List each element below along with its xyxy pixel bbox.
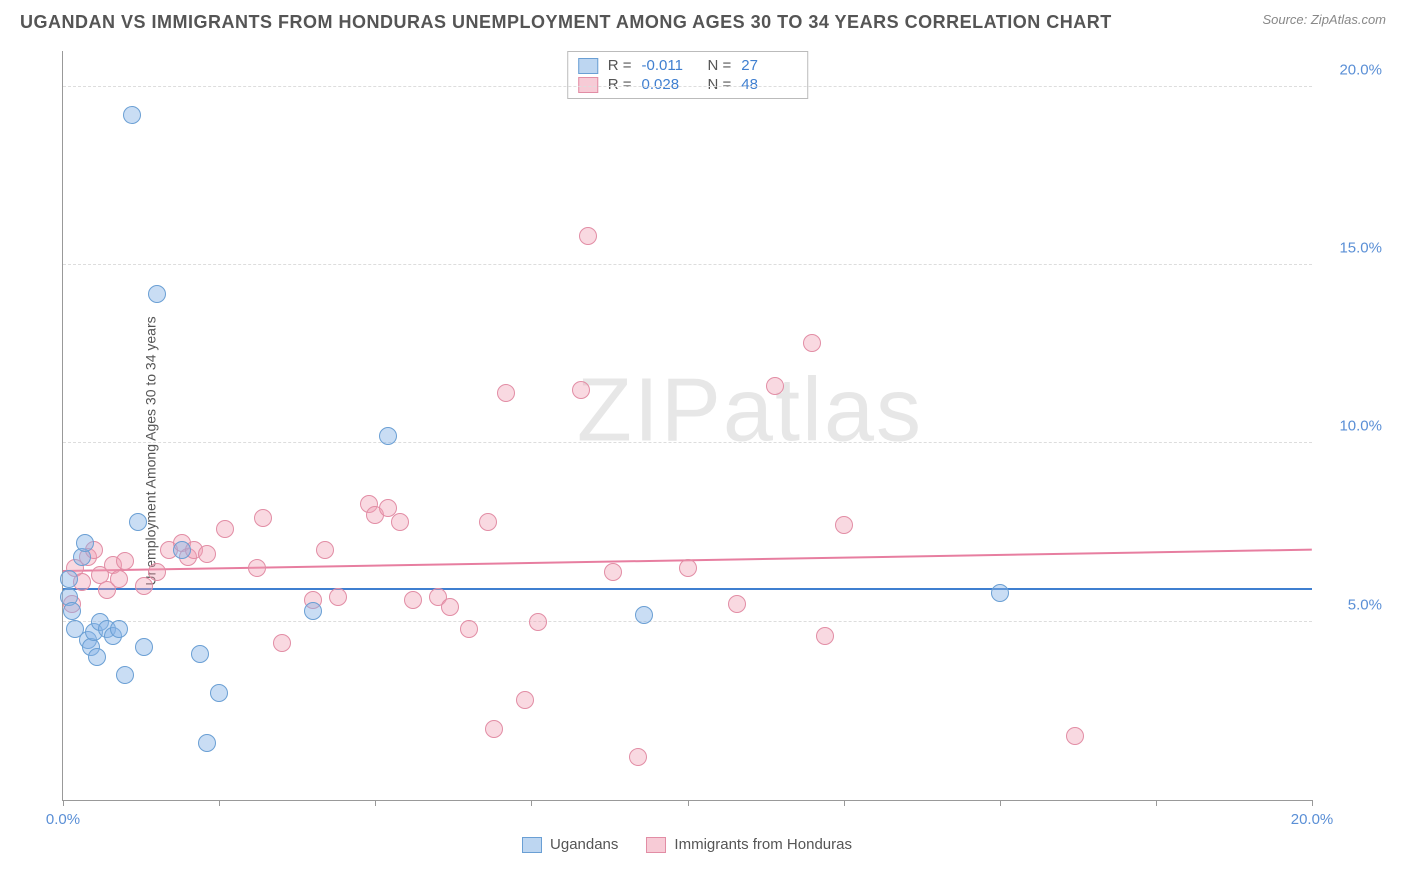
trend-line	[63, 588, 1312, 590]
data-point	[198, 545, 216, 563]
data-point	[216, 520, 234, 538]
data-point	[148, 285, 166, 303]
data-point	[135, 638, 153, 656]
data-point	[316, 541, 334, 559]
data-point	[60, 570, 78, 588]
data-point	[148, 563, 166, 581]
data-point	[728, 595, 746, 613]
data-point	[635, 606, 653, 624]
r-label: R =	[608, 76, 632, 93]
data-point	[572, 381, 590, 399]
x-tick-label: 20.0%	[1291, 811, 1334, 828]
n-label: N =	[708, 76, 732, 93]
data-point	[88, 648, 106, 666]
data-point	[110, 620, 128, 638]
source-label: Source: ZipAtlas.com	[1262, 12, 1386, 27]
data-point	[254, 509, 272, 527]
x-tick	[375, 800, 376, 806]
y-tick-label: 10.0%	[1322, 418, 1382, 435]
data-point	[460, 620, 478, 638]
data-point	[1066, 727, 1084, 745]
stats-row-a: R = -0.011 N = 27	[578, 56, 798, 75]
data-point	[679, 559, 697, 577]
swatch-b-icon	[578, 77, 598, 93]
data-point	[766, 377, 784, 395]
chart-title: UGANDAN VS IMMIGRANTS FROM HONDURAS UNEM…	[20, 12, 1112, 33]
r-value-a: -0.011	[642, 57, 698, 74]
y-tick-label: 5.0%	[1322, 596, 1382, 613]
legend-label-a: Ugandans	[550, 836, 618, 853]
x-tick	[688, 800, 689, 806]
y-tick-label: 20.0%	[1322, 61, 1382, 78]
data-point	[516, 691, 534, 709]
data-point	[123, 106, 141, 124]
data-point	[116, 552, 134, 570]
data-point	[485, 720, 503, 738]
data-point	[173, 541, 191, 559]
data-point	[497, 384, 515, 402]
n-label: N =	[708, 57, 732, 74]
data-point	[248, 559, 266, 577]
watermark: ZIPatlas	[577, 359, 923, 462]
legend-label-b: Immigrants from Honduras	[674, 836, 852, 853]
swatch-a-icon	[522, 837, 542, 853]
gridline	[63, 621, 1312, 622]
swatch-a-icon	[578, 58, 598, 74]
data-point	[404, 591, 422, 609]
data-point	[273, 634, 291, 652]
legend: Ugandans Immigrants from Honduras	[62, 836, 1312, 853]
data-point	[629, 748, 647, 766]
data-point	[129, 513, 147, 531]
data-point	[816, 627, 834, 645]
data-point	[441, 598, 459, 616]
plot-area: ZIPatlas R = -0.011 N = 27 R = 0.028 N =…	[62, 51, 1312, 801]
data-point	[191, 645, 209, 663]
n-value-a: 27	[741, 57, 797, 74]
x-tick-label: 0.0%	[46, 811, 80, 828]
gridline	[63, 264, 1312, 265]
data-point	[110, 570, 128, 588]
x-tick	[844, 800, 845, 806]
gridline	[63, 442, 1312, 443]
data-point	[198, 734, 216, 752]
stats-row-b: R = 0.028 N = 48	[578, 75, 798, 94]
data-point	[835, 516, 853, 534]
data-point	[210, 684, 228, 702]
chart-container: Unemployment Among Ages 30 to 34 years Z…	[12, 41, 1392, 861]
n-value-b: 48	[741, 76, 797, 93]
x-tick	[531, 800, 532, 806]
stats-box: R = -0.011 N = 27 R = 0.028 N = 48	[567, 51, 809, 99]
data-point	[135, 577, 153, 595]
data-point	[391, 513, 409, 531]
data-point	[604, 563, 622, 581]
header: UGANDAN VS IMMIGRANTS FROM HONDURAS UNEM…	[12, 12, 1394, 41]
data-point	[991, 584, 1009, 602]
data-point	[479, 513, 497, 531]
swatch-b-icon	[646, 837, 666, 853]
x-tick	[219, 800, 220, 806]
x-tick	[1312, 800, 1313, 806]
legend-item-b: Immigrants from Honduras	[646, 836, 852, 853]
data-point	[529, 613, 547, 631]
data-point	[803, 334, 821, 352]
y-tick-label: 15.0%	[1322, 240, 1382, 257]
data-point	[379, 427, 397, 445]
gridline	[63, 86, 1312, 87]
x-tick	[1156, 800, 1157, 806]
data-point	[63, 602, 81, 620]
data-point	[329, 588, 347, 606]
data-point	[76, 534, 94, 552]
x-tick	[1000, 800, 1001, 806]
r-label: R =	[608, 57, 632, 74]
data-point	[116, 666, 134, 684]
r-value-b: 0.028	[642, 76, 698, 93]
data-point	[304, 602, 322, 620]
data-point	[579, 227, 597, 245]
legend-item-a: Ugandans	[522, 836, 618, 853]
x-tick	[63, 800, 64, 806]
